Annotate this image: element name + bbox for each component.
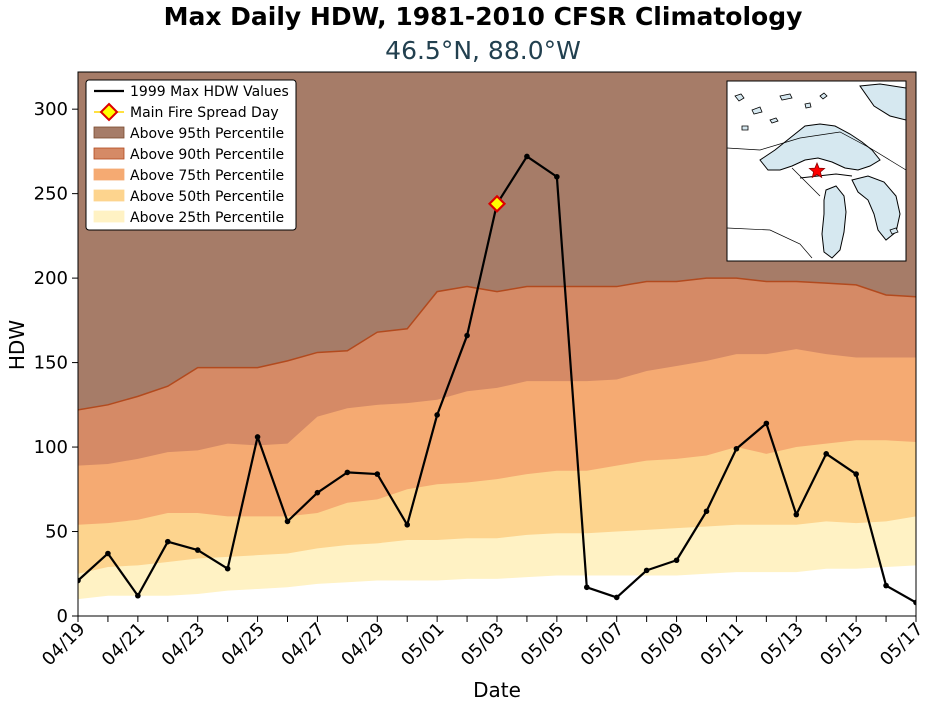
legend-label-marker: Main Fire Spread Day	[130, 105, 279, 121]
lake-michigan	[821, 185, 847, 259]
location-star	[808, 161, 826, 179]
legend-label-25: Above 25th Percentile	[130, 210, 284, 226]
data-point	[823, 451, 830, 457]
data-point	[913, 599, 916, 606]
inset-map	[726, 80, 907, 262]
state-border-wi	[727, 227, 813, 259]
y-axis-ticks: 0 50 100 150 200 250 300	[34, 99, 78, 627]
legend-label-50: Above 50th Percentile	[130, 189, 284, 205]
y-tick-label: 250	[34, 184, 68, 205]
data-point	[434, 412, 440, 418]
canada-water	[859, 83, 906, 121]
data-point	[763, 420, 770, 427]
state-border-mi	[791, 167, 821, 197]
legend-swatch-50	[93, 189, 125, 202]
y-tick-label: 150	[34, 353, 68, 374]
x-tick-label: 04/21	[98, 619, 150, 671]
data-point	[883, 582, 889, 589]
inset-map-frame	[726, 80, 907, 262]
x-tick-label: 04/27	[277, 619, 329, 671]
x-tick-label: 04/29	[337, 619, 389, 671]
x-axis-ticks: 04/19 04/21 04/23 04/25 04/27 04/29 05/01 05/03…	[38, 616, 928, 670]
data-point	[643, 567, 650, 574]
legend-swatch-75	[93, 168, 125, 181]
hdw-series	[78, 153, 916, 606]
data-point	[105, 550, 111, 557]
legend-diamond-swatch	[99, 102, 119, 122]
x-tick-label: 05/17	[876, 619, 928, 671]
data-point	[673, 557, 680, 564]
x-tick-label: 04/23	[158, 619, 210, 671]
data-point	[344, 469, 351, 476]
fire-spread-marker	[487, 194, 507, 213]
data-point	[284, 518, 291, 525]
legend-box	[85, 79, 297, 231]
data-point	[164, 538, 171, 545]
data-point	[404, 521, 411, 528]
small-lakes	[734, 92, 899, 235]
lake-huron	[851, 175, 901, 241]
data-point	[78, 577, 81, 584]
legend-swatch-90	[93, 147, 125, 160]
data-point	[135, 592, 141, 599]
x-axis-label: Date	[473, 678, 521, 702]
data-point	[793, 511, 800, 518]
x-tick-label: 05/11	[696, 619, 748, 671]
y-axis-label: HDW	[5, 320, 29, 370]
legend-label-90: Above 90th Percentile	[130, 147, 284, 163]
data-point	[464, 332, 470, 339]
band-base	[78, 565, 916, 616]
x-tick-label: 05/09	[637, 619, 689, 671]
y-tick-label: 100	[34, 437, 68, 458]
data-point	[254, 434, 261, 440]
lake-superior	[759, 123, 881, 171]
data-point	[613, 594, 620, 601]
data-point	[194, 547, 201, 553]
data-point	[583, 584, 590, 591]
y-tick-label: 50	[45, 522, 68, 543]
y-tick-label: 300	[34, 99, 68, 120]
x-tick-label: 05/05	[517, 619, 569, 671]
chart-title: Max Daily HDW, 1981-2010 CFSR Climatolog…	[163, 2, 803, 31]
y-tick-label: 0	[57, 606, 68, 627]
data-point	[703, 508, 710, 515]
legend: 1999 Max HDW Values Main Fire Spread Day…	[85, 79, 297, 231]
data-point	[853, 471, 859, 477]
data-point	[224, 565, 231, 572]
legend-label-95: Above 95th Percentile	[130, 126, 284, 142]
x-tick-label: 05/07	[577, 619, 629, 671]
international-border	[727, 131, 906, 171]
legend-label-series: 1999 Max HDW Values	[130, 84, 289, 100]
x-tick-label: 04/25	[218, 619, 270, 671]
data-point	[554, 173, 560, 180]
data-point	[733, 445, 740, 452]
legend-label-75: Above 75th Percentile	[130, 168, 284, 184]
data-point	[374, 471, 381, 477]
x-tick-label: 05/03	[457, 619, 509, 671]
x-tick-label: 05/01	[397, 619, 449, 671]
chart-subtitle: 46.5°N, 88.0°W	[385, 36, 581, 65]
legend-swatch-95	[93, 126, 125, 139]
data-point	[524, 153, 530, 160]
band-above-90th-edge	[78, 277, 916, 411]
legend-swatch-25	[93, 210, 125, 223]
x-tick-label: 05/15	[816, 619, 868, 671]
x-tick-label: 05/13	[756, 619, 808, 671]
data-point	[314, 489, 321, 496]
y-tick-label: 200	[34, 268, 68, 289]
upper-peninsula-shore	[799, 173, 853, 179]
